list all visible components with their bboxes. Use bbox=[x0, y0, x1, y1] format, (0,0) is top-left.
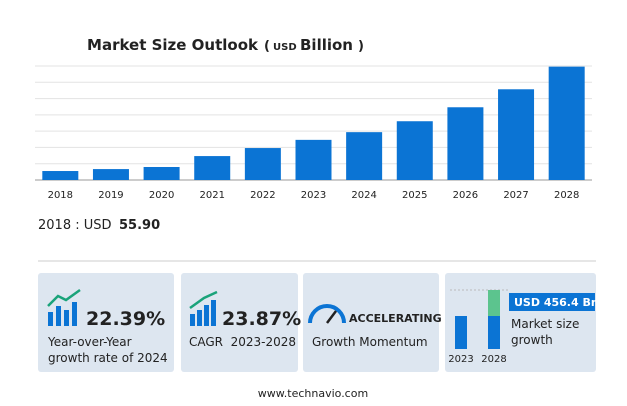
card-label: CAGR 2023-2028 bbox=[189, 335, 296, 349]
card bbox=[303, 273, 439, 372]
bar bbox=[396, 121, 433, 180]
card-label: Market size growth bbox=[511, 317, 579, 347]
bar bbox=[194, 156, 231, 180]
bar bbox=[346, 132, 383, 180]
x-tick-label: 2028 bbox=[554, 190, 579, 201]
x-tick-label: 2024 bbox=[351, 190, 376, 201]
x-tick-label: 2019 bbox=[98, 190, 123, 201]
footer: www.technavio.com bbox=[258, 387, 368, 400]
card-value: 23.87% bbox=[222, 308, 301, 330]
card-label: Growth Momentum bbox=[312, 335, 428, 349]
cagr-icon bbox=[189, 290, 218, 326]
bar bbox=[92, 169, 129, 180]
card bbox=[38, 273, 174, 372]
card bbox=[181, 273, 298, 372]
bar bbox=[498, 89, 535, 180]
unit-open: ( bbox=[264, 39, 270, 54]
x-tick-label: 2023 bbox=[301, 190, 326, 201]
bar bbox=[42, 171, 79, 180]
chart-title: Market Size Outlook bbox=[87, 36, 259, 54]
bar bbox=[143, 166, 180, 180]
x-tick-label: 2022 bbox=[250, 190, 275, 201]
card-label: Year-over-Year growth rate of 2024 bbox=[47, 335, 168, 365]
bar bbox=[244, 148, 281, 180]
unit-close: ) bbox=[358, 39, 364, 54]
bar bbox=[447, 107, 484, 180]
unit: Billion bbox=[300, 36, 353, 54]
unit-currency: USD bbox=[273, 42, 297, 53]
mini-year: 2028 bbox=[481, 354, 506, 365]
x-tick-label: 2020 bbox=[149, 190, 174, 201]
mini-chart bbox=[450, 289, 595, 349]
x-tick-label: 2027 bbox=[503, 190, 528, 201]
x-tick-label: 2025 bbox=[402, 190, 427, 201]
summary-value: 55.90 bbox=[119, 218, 160, 233]
card-value: ACCELERATING bbox=[349, 312, 442, 325]
x-tick-label: 2021 bbox=[200, 190, 225, 201]
gauge-icon bbox=[308, 304, 346, 324]
mini-year: 2023 bbox=[448, 354, 473, 365]
bar bbox=[548, 66, 585, 180]
card-value: USD 456.4 Bn bbox=[514, 296, 599, 309]
x-tick-label: 2026 bbox=[453, 190, 478, 201]
card-value: 22.39% bbox=[86, 308, 165, 330]
bar bbox=[295, 139, 332, 180]
growth-icon bbox=[47, 288, 81, 326]
summary-label: 2018 : USD bbox=[38, 218, 112, 233]
x-tick-label: 2018 bbox=[48, 190, 73, 201]
